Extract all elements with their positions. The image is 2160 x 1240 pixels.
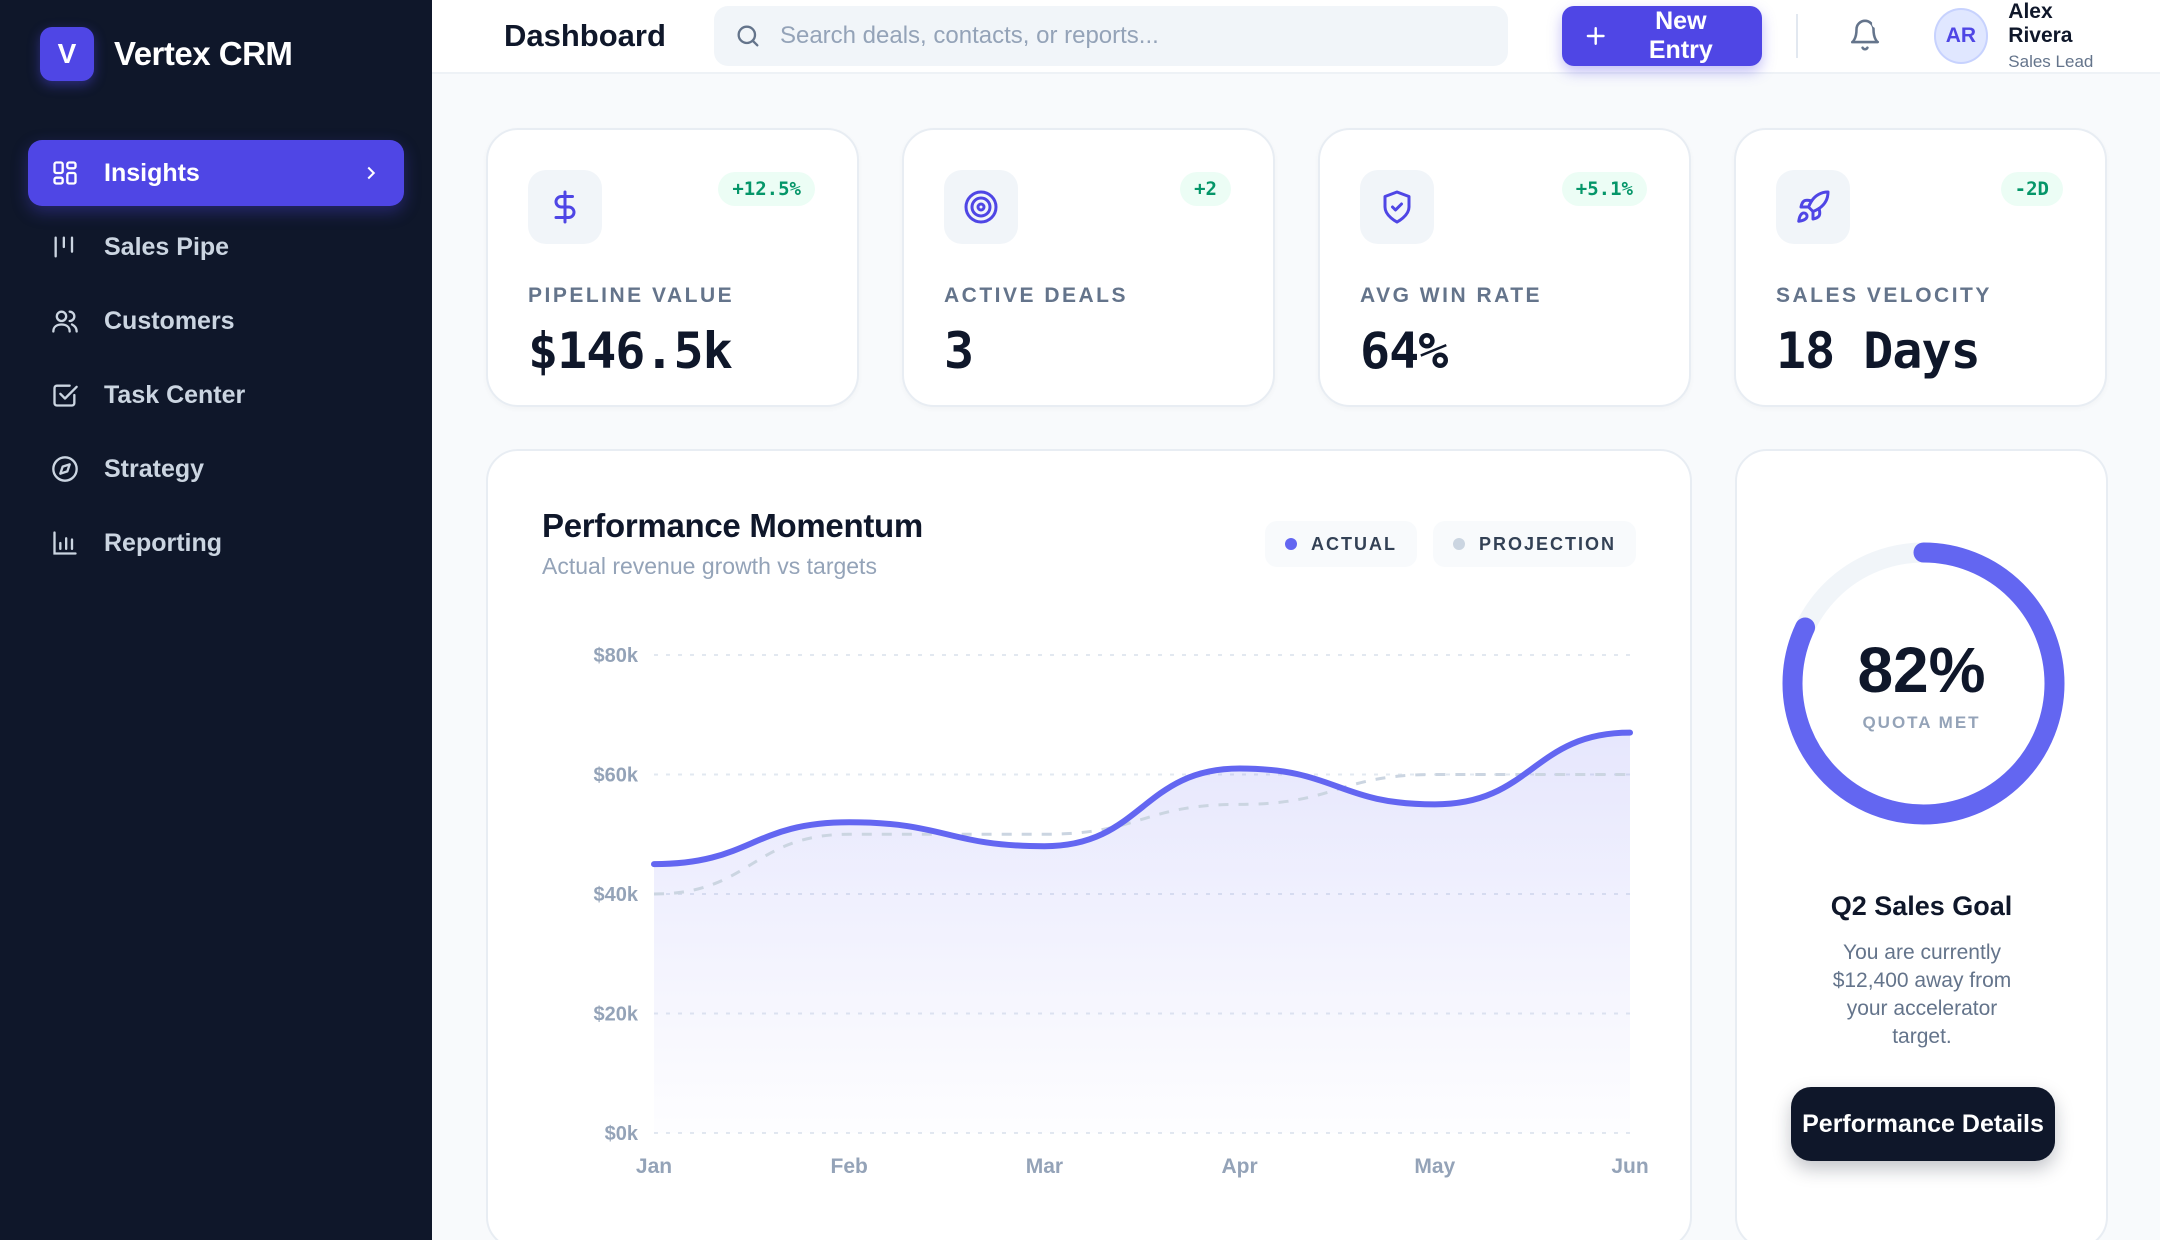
- new-entry-button[interactable]: New Entry: [1561, 6, 1763, 66]
- goal-title: Q2 Sales Goal: [1830, 891, 2013, 921]
- chart-title: Performance Momentum: [542, 507, 923, 544]
- page-title: Dashboard: [504, 18, 666, 53]
- performance-details-button[interactable]: Performance Details: [1791, 1087, 2055, 1161]
- stat-value: $146.5k: [528, 322, 733, 380]
- stat-badge: +2: [1180, 172, 1231, 206]
- legend-label: ACTUAL: [1310, 533, 1397, 554]
- x-tick-label: Apr: [1222, 1155, 1258, 1178]
- brand-name: Vertex CRM: [114, 35, 293, 72]
- gauge-progress: [1782, 542, 2065, 825]
- dollar-icon: [528, 170, 602, 244]
- notifications-button[interactable]: [1848, 18, 1883, 54]
- stat-badge: +12.5%: [718, 172, 815, 206]
- x-tick-label: Jun: [1611, 1155, 1648, 1178]
- y-tick-label: $40k: [594, 884, 639, 906]
- sidebar-item-label: Insights: [104, 158, 200, 187]
- users-icon: [50, 306, 80, 336]
- search-bar[interactable]: [713, 6, 1508, 66]
- panels-row: Performance Momentum Actual revenue grow…: [486, 449, 2120, 1240]
- x-tick-label: Mar: [1026, 1155, 1063, 1178]
- sidebar-item-insights[interactable]: Insights: [28, 140, 404, 206]
- x-tick-label: Jan: [636, 1155, 672, 1178]
- brand[interactable]: V Vertex CRM: [40, 27, 404, 81]
- legend-dot-actual: [1284, 538, 1297, 550]
- plus-icon: [1586, 26, 1605, 46]
- x-tick-label: May: [1414, 1155, 1455, 1178]
- new-entry-label: New Entry: [1648, 7, 1713, 64]
- stats-row: +12.5% PIPELINE VALUE $146.5k +2 ACTIVE …: [486, 128, 2120, 407]
- performance-chart-card: Performance Momentum Actual revenue grow…: [486, 449, 1692, 1240]
- stat-badge: +5.1%: [1561, 172, 1647, 206]
- sidebar-item-task-center[interactable]: Task Center: [28, 362, 404, 428]
- x-tick-label: Feb: [831, 1155, 868, 1178]
- stat-label: ACTIVE DEALS: [944, 284, 1129, 307]
- legend-dot-projection: [1452, 538, 1465, 550]
- chart-legend: ACTUAL PROJECTION: [1264, 521, 1636, 567]
- header-divider: [1796, 14, 1799, 58]
- y-tick-label: $60k: [594, 765, 639, 787]
- stat-badge: -2D: [2000, 172, 2063, 206]
- y-tick-label: $80k: [594, 645, 639, 667]
- compass-icon: [50, 454, 80, 484]
- performance-chart: $0k $20k $40k $60k $80k Jan Feb Mar Apr May Jun: [594, 645, 1649, 1178]
- sidebar-item-customers[interactable]: Customers: [28, 288, 404, 354]
- sidebar: V Vertex CRM Insights Sales Pipe Custome…: [0, 0, 432, 1240]
- stat-card-sales-velocity[interactable]: -2D SALES VELOCITY 18 Days: [1734, 128, 2107, 407]
- top-bar: Dashboard New Entry AR Alex Rivera Sales…: [432, 0, 2160, 74]
- grid-icon: [50, 158, 80, 188]
- shield-check-icon: [1360, 170, 1434, 244]
- chevron-right-icon: [367, 166, 376, 180]
- stat-label: PIPELINE VALUE: [528, 284, 735, 307]
- legend-label: PROJECTION: [1478, 533, 1616, 554]
- brand-logo: V: [40, 27, 94, 81]
- series-line-projection: [653, 772, 1630, 896]
- user-name: Alex Rivera: [2008, 0, 2073, 47]
- sidebar-item-reporting[interactable]: Reporting: [28, 510, 404, 576]
- sidebar-item-label: Customers: [104, 306, 235, 335]
- gauge-value: 82%: [1857, 634, 1986, 706]
- bell-icon: [1851, 19, 1880, 51]
- legend-item-actual[interactable]: ACTUAL: [1264, 521, 1417, 567]
- chart-subtitle: Actual revenue growth vs targets: [542, 553, 877, 579]
- sidebar-item-label: Strategy: [104, 454, 205, 483]
- stat-label: SALES VELOCITY: [1776, 284, 1992, 307]
- y-tick-label: $20k: [594, 1004, 639, 1026]
- sales-goal-card: 82% QUOTA MET Q2 Sales Goal You are curr…: [1735, 449, 2108, 1240]
- stat-card-active-deals[interactable]: +2 ACTIVE DEALS 3: [902, 128, 1275, 407]
- search-input[interactable]: [779, 22, 1480, 50]
- y-tick-label: $0k: [605, 1123, 639, 1145]
- user-role: Sales Lead: [2008, 52, 2094, 71]
- series-area-actual: [654, 732, 1630, 1133]
- pipeline-icon: [50, 232, 80, 262]
- quota-gauge: [1782, 542, 2065, 825]
- bar-chart-icon: [50, 528, 80, 558]
- target-icon: [944, 170, 1018, 244]
- goal-text: You are currently $12,400 away from your…: [1832, 941, 2012, 1048]
- notification-dot: [1871, 20, 1880, 28]
- stat-card-pipeline-value[interactable]: +12.5% PIPELINE VALUE $146.5k: [486, 128, 859, 407]
- series-line-actual: [651, 729, 1633, 868]
- stat-value: 3: [944, 322, 974, 380]
- sidebar-item-label: Task Center: [104, 380, 246, 409]
- sidebar-item-label: Sales Pipe: [104, 232, 230, 261]
- stat-value: 64%: [1360, 322, 1448, 380]
- sidebar-item-sales-pipe[interactable]: Sales Pipe: [28, 214, 404, 280]
- stat-label: AVG WIN RATE: [1360, 284, 1543, 307]
- main-area: Dashboard New Entry AR Alex Rivera Sales…: [432, 0, 2160, 1240]
- user-info[interactable]: Alex Rivera Sales Lead: [2008, 0, 2120, 72]
- avatar[interactable]: AR: [1933, 8, 1989, 64]
- gauge-label: QUOTA MET: [1862, 713, 1981, 732]
- search-icon: [737, 25, 759, 47]
- checkbox-icon: [50, 380, 80, 410]
- stat-card-avg-win-rate[interactable]: +5.1% AVG WIN RATE 64%: [1318, 128, 1691, 407]
- legend-item-projection[interactable]: PROJECTION: [1432, 521, 1636, 567]
- sidebar-item-label: Reporting: [104, 528, 223, 557]
- rocket-icon: [1776, 170, 1850, 244]
- sidebar-item-strategy[interactable]: Strategy: [28, 436, 404, 502]
- stat-value: 18 Days: [1776, 322, 1981, 380]
- dashboard-content: +12.5% PIPELINE VALUE $146.5k +2 ACTIVE …: [432, 74, 2160, 1240]
